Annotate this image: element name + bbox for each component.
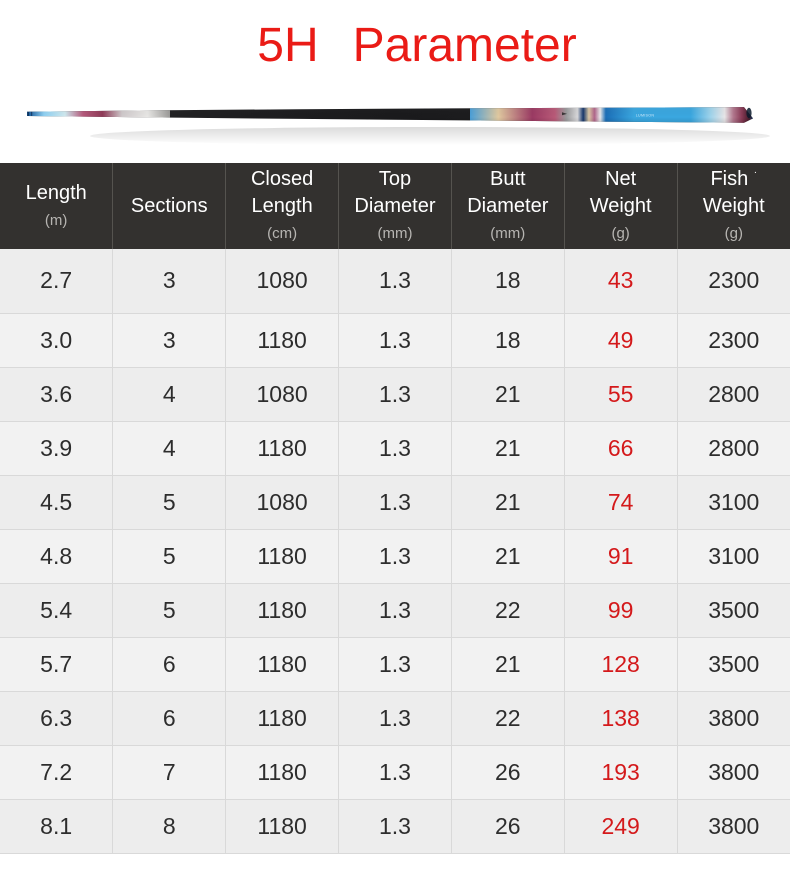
svg-text:LUMISON: LUMISON (636, 113, 655, 117)
